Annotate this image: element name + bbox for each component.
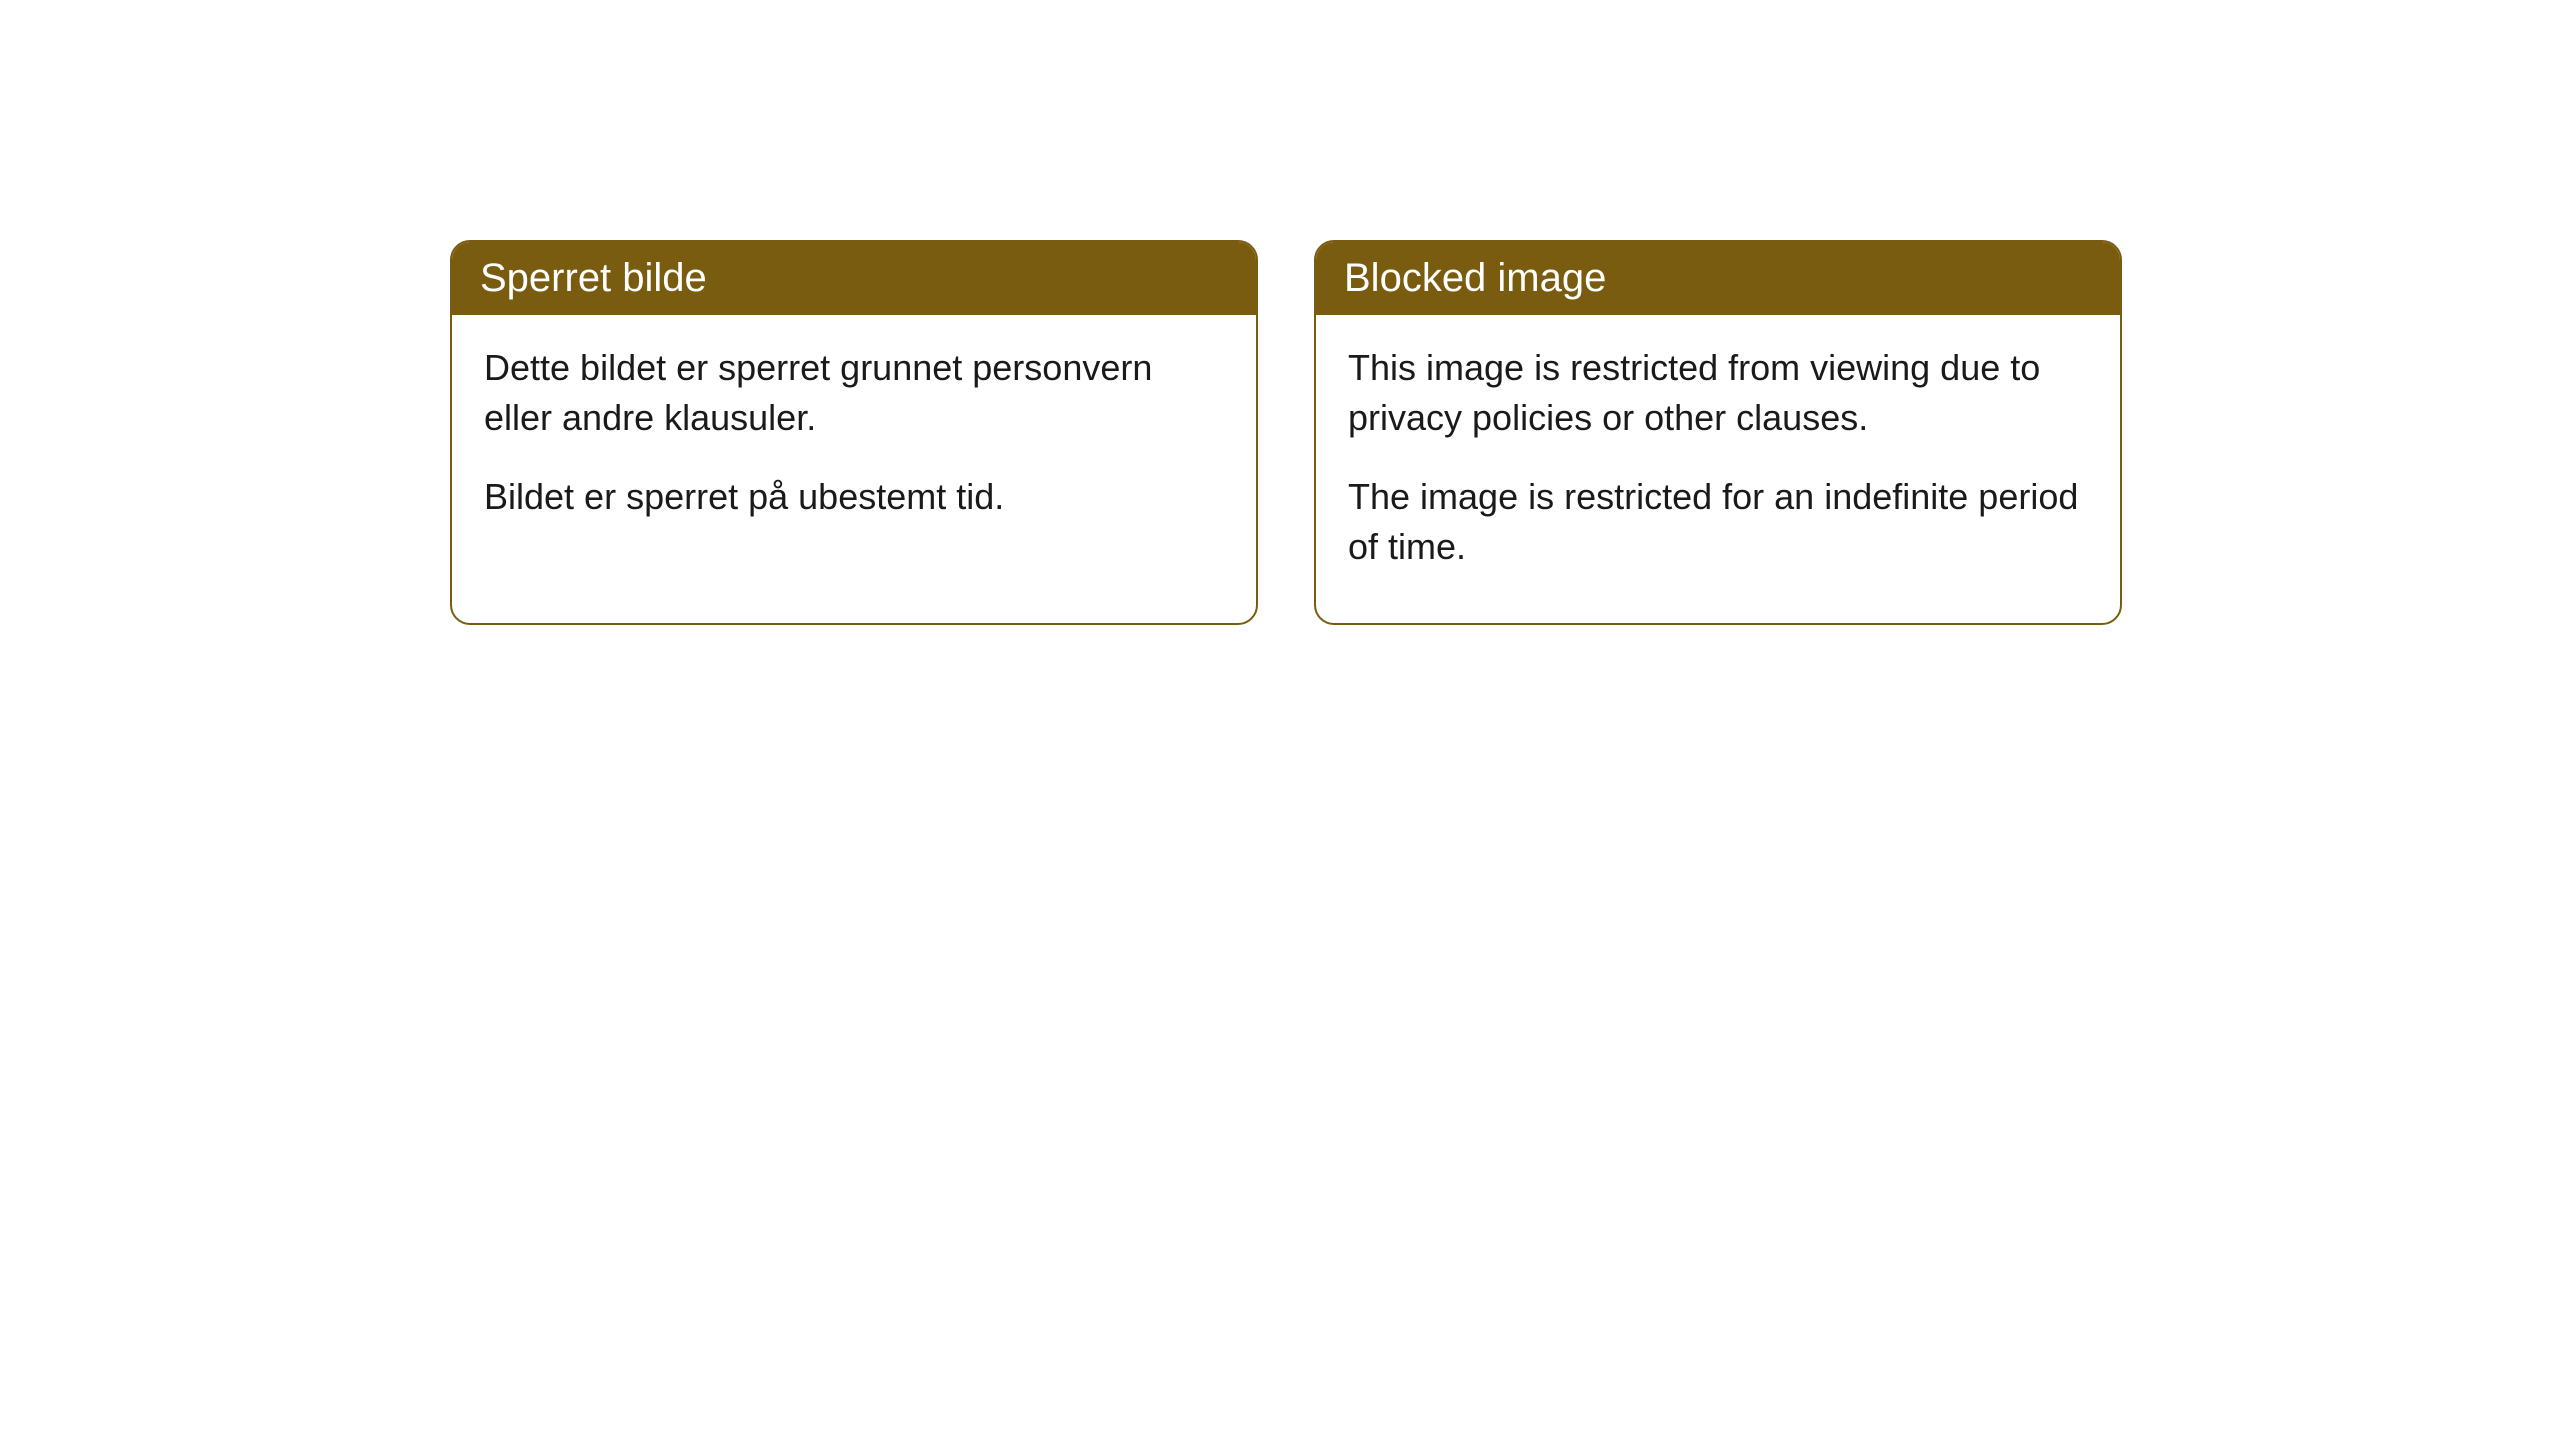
card-header-en: Blocked image [1316, 242, 2120, 315]
card-body-no: Dette bildet er sperret grunnet personve… [452, 315, 1256, 572]
card-title-en: Blocked image [1344, 256, 1606, 300]
card-header-no: Sperret bilde [452, 242, 1256, 315]
blocked-image-card-no: Sperret bilde Dette bildet er sperret gr… [450, 240, 1258, 625]
card-body-en: This image is restricted from viewing du… [1316, 315, 2120, 623]
card-paragraph-en-2: The image is restricted for an indefinit… [1348, 472, 2088, 573]
card-paragraph-no-1: Dette bildet er sperret grunnet personve… [484, 343, 1224, 444]
card-paragraph-en-1: This image is restricted from viewing du… [1348, 343, 2088, 444]
cards-container: Sperret bilde Dette bildet er sperret gr… [450, 240, 2560, 625]
card-title-no: Sperret bilde [480, 256, 707, 300]
blocked-image-card-en: Blocked image This image is restricted f… [1314, 240, 2122, 625]
card-paragraph-no-2: Bildet er sperret på ubestemt tid. [484, 472, 1224, 522]
